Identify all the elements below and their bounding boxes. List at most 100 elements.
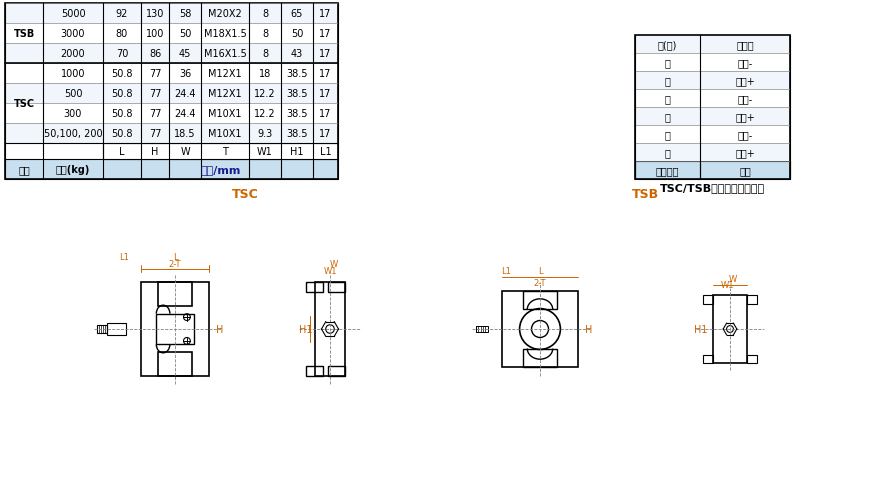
- Text: 1000: 1000: [61, 69, 85, 79]
- Text: 130: 130: [146, 9, 164, 19]
- Text: 18.5: 18.5: [175, 129, 196, 139]
- Text: 24.4: 24.4: [175, 109, 196, 119]
- Text: H1: H1: [300, 324, 313, 334]
- Text: 17: 17: [319, 109, 332, 119]
- Text: H1: H1: [290, 147, 304, 157]
- Bar: [107, 323, 126, 335]
- Text: W1: W1: [257, 147, 273, 157]
- Bar: [523, 349, 557, 367]
- Text: 藍: 藍: [665, 94, 671, 104]
- Bar: [713, 295, 747, 363]
- Text: TSC: TSC: [232, 188, 258, 201]
- Bar: [635, 54, 790, 72]
- Bar: [501, 291, 578, 367]
- Text: 100: 100: [146, 29, 164, 39]
- Text: W: W: [330, 259, 338, 269]
- Text: M10X1: M10X1: [209, 109, 242, 119]
- Text: 信號-: 信號-: [738, 58, 753, 68]
- Bar: [5, 84, 338, 104]
- Bar: [5, 4, 338, 24]
- Text: 38.5: 38.5: [286, 129, 308, 139]
- Bar: [141, 283, 209, 376]
- Text: L: L: [119, 147, 125, 157]
- Text: 24.4: 24.4: [175, 89, 196, 99]
- Text: 70: 70: [116, 49, 129, 59]
- Bar: [315, 283, 345, 376]
- Text: L1: L1: [119, 253, 129, 262]
- Text: 17: 17: [319, 69, 332, 79]
- Text: 屏蔽線: 屏蔽線: [736, 40, 753, 50]
- Text: T: T: [222, 147, 228, 157]
- Text: 50.8: 50.8: [111, 109, 133, 119]
- Text: 容量(kg): 容量(kg): [56, 165, 90, 175]
- Text: 激勵+: 激勵+: [735, 148, 755, 158]
- Text: 300: 300: [63, 109, 83, 119]
- Text: 激勵-: 激勵-: [738, 130, 753, 140]
- Text: TSC/TSB傳感器電纜線色標: TSC/TSB傳感器電纜線色標: [660, 182, 765, 193]
- Text: 2-T: 2-T: [169, 259, 182, 269]
- Text: M16X1.5: M16X1.5: [203, 49, 247, 59]
- Bar: [5, 44, 338, 64]
- Bar: [635, 90, 790, 108]
- Text: 17: 17: [319, 49, 332, 59]
- Text: 12.2: 12.2: [255, 89, 275, 99]
- Bar: [703, 295, 713, 304]
- Bar: [635, 36, 790, 54]
- Text: W: W: [180, 147, 189, 157]
- Text: 45: 45: [179, 49, 191, 59]
- Text: M10X1: M10X1: [209, 129, 242, 139]
- Text: 2000: 2000: [61, 49, 85, 59]
- Bar: [306, 366, 323, 376]
- Text: H: H: [151, 147, 159, 157]
- Bar: [5, 104, 338, 124]
- Text: 65: 65: [291, 9, 303, 19]
- Text: 綠: 綠: [665, 148, 671, 158]
- Bar: [747, 295, 757, 304]
- Text: L: L: [538, 266, 542, 275]
- Bar: [5, 124, 338, 144]
- Text: 8: 8: [262, 49, 268, 59]
- Text: W1: W1: [323, 266, 337, 275]
- Text: 80: 80: [116, 29, 128, 39]
- Text: L1: L1: [501, 266, 511, 275]
- Text: 50,100, 200: 50,100, 200: [43, 129, 103, 139]
- Text: TSB: TSB: [13, 29, 35, 39]
- Text: 白: 白: [665, 76, 671, 86]
- Bar: [328, 283, 345, 293]
- Text: 77: 77: [149, 109, 162, 119]
- Text: 17: 17: [319, 9, 332, 19]
- Text: 17: 17: [319, 89, 332, 99]
- Text: 50: 50: [179, 29, 191, 39]
- Bar: [158, 283, 192, 306]
- Bar: [328, 366, 345, 376]
- Text: 紅: 紅: [665, 58, 671, 68]
- Text: 電纜顏色: 電纜顏色: [656, 166, 680, 176]
- Text: 77: 77: [149, 69, 162, 79]
- Text: 信號+: 信號+: [735, 76, 755, 86]
- Text: 12.2: 12.2: [255, 109, 275, 119]
- Bar: [635, 36, 790, 180]
- Text: 50.8: 50.8: [111, 69, 133, 79]
- Text: H1: H1: [694, 324, 708, 334]
- Text: 9.3: 9.3: [257, 129, 273, 139]
- Text: 反饋+: 反饋+: [735, 112, 755, 122]
- Text: 43: 43: [291, 49, 303, 59]
- Text: 36: 36: [179, 69, 191, 79]
- Text: W1: W1: [720, 281, 734, 290]
- Text: 定義: 定義: [740, 166, 751, 176]
- Bar: [635, 144, 790, 162]
- Bar: [635, 126, 790, 144]
- Bar: [747, 355, 757, 363]
- Bar: [96, 325, 107, 333]
- Text: 18: 18: [259, 69, 271, 79]
- Text: M20X2: M20X2: [208, 9, 242, 19]
- Text: 92: 92: [116, 9, 129, 19]
- Bar: [5, 24, 338, 44]
- Text: M18X1.5: M18X1.5: [203, 29, 247, 39]
- Text: 黑: 黑: [665, 130, 671, 140]
- Text: TSC: TSC: [13, 99, 35, 109]
- Text: 反饋-: 反饋-: [738, 94, 753, 104]
- Text: 3000: 3000: [61, 29, 85, 39]
- Text: 型號: 型號: [18, 165, 30, 175]
- Bar: [635, 72, 790, 90]
